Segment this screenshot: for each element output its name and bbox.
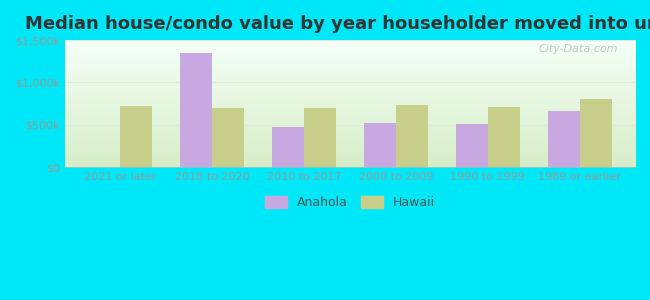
Bar: [272, 127, 304, 167]
Bar: [120, 106, 152, 167]
Bar: [580, 99, 612, 167]
Bar: [180, 53, 212, 167]
Bar: [548, 111, 580, 167]
Legend: Anahola, Hawaii: Anahola, Hawaii: [260, 191, 440, 214]
Bar: [304, 108, 336, 167]
Bar: [364, 123, 396, 167]
Bar: [212, 108, 244, 167]
Text: City-Data.com: City-Data.com: [538, 44, 618, 54]
Bar: [488, 107, 520, 167]
Bar: [456, 124, 488, 167]
Title: Median house/condo value by year householder moved into unit: Median house/condo value by year househo…: [25, 15, 650, 33]
Bar: [396, 105, 428, 167]
